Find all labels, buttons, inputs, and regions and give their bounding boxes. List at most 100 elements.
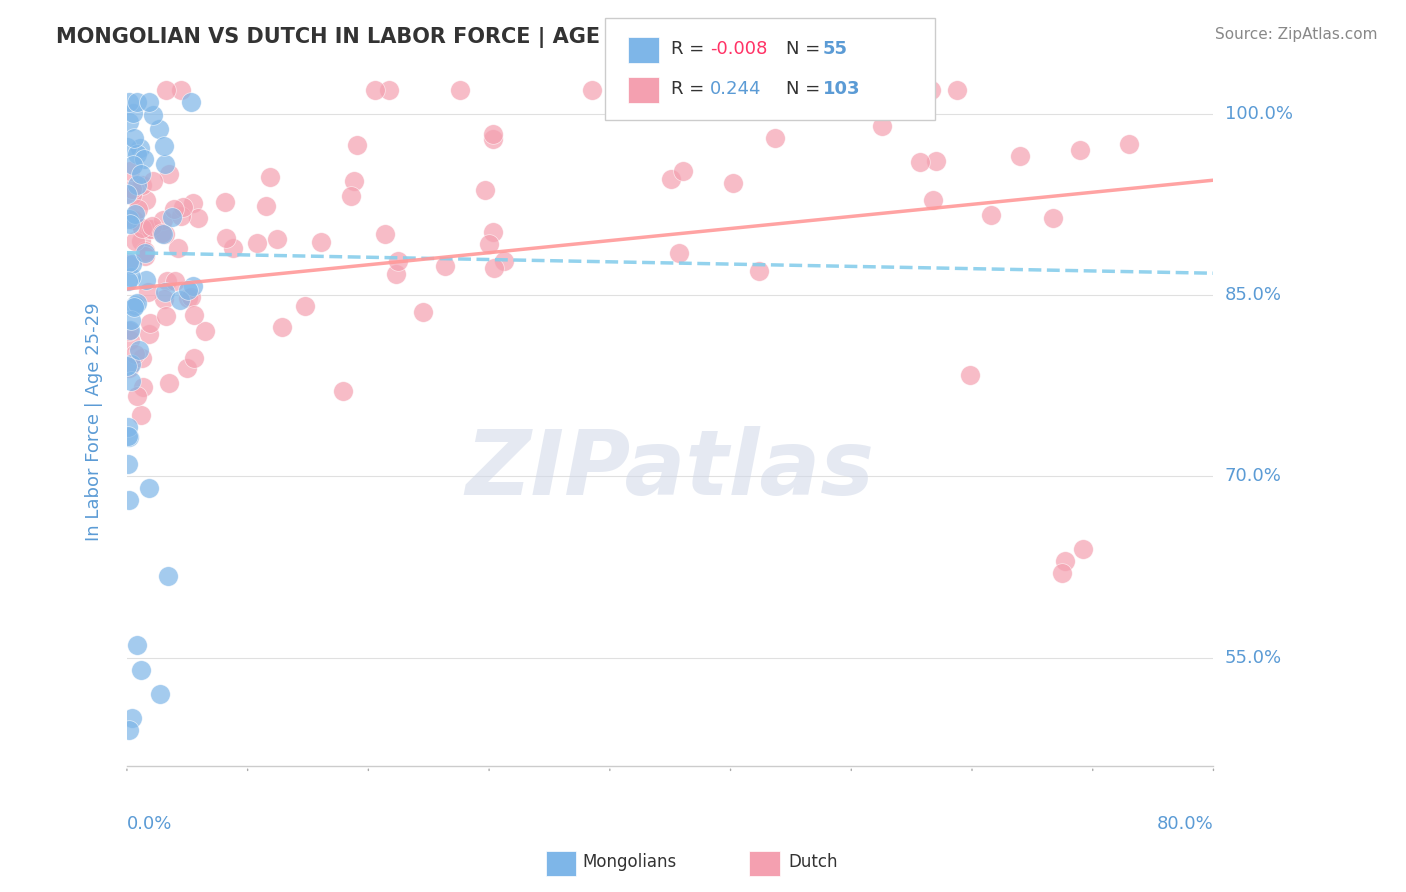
Point: [343, 174, 366, 188]
Point: [125, 95, 148, 109]
Point: [294, 299, 316, 313]
Point: [127, 389, 149, 403]
Point: [309, 235, 332, 249]
Point: [138, 481, 160, 495]
Point: [920, 82, 942, 96]
Point: [187, 211, 209, 225]
Point: [134, 249, 156, 263]
Point: [980, 208, 1002, 222]
Point: [128, 343, 150, 358]
Point: [374, 227, 396, 241]
Point: [387, 253, 409, 268]
Point: [124, 298, 146, 312]
Point: [124, 207, 146, 221]
Point: [117, 429, 139, 443]
Point: [135, 273, 157, 287]
Y-axis label: In Labor Force | Age 25-29: In Labor Force | Age 25-29: [86, 302, 103, 541]
Point: [131, 351, 153, 365]
Point: [122, 158, 145, 172]
Point: [346, 137, 368, 152]
Text: N =: N =: [786, 40, 825, 58]
Point: [449, 82, 471, 96]
Point: [1118, 136, 1140, 151]
Point: [153, 227, 176, 241]
Point: [155, 309, 177, 323]
Point: [266, 232, 288, 246]
Point: [474, 183, 496, 197]
Point: [169, 293, 191, 307]
Point: [122, 105, 145, 120]
Point: [129, 234, 152, 248]
Point: [120, 374, 142, 388]
Point: [1010, 149, 1032, 163]
Point: [170, 82, 193, 96]
Point: [135, 193, 157, 207]
Text: 0.244: 0.244: [710, 80, 762, 98]
Point: [131, 220, 153, 235]
Point: [433, 259, 456, 273]
Point: [117, 257, 139, 271]
Point: [176, 361, 198, 376]
Point: [177, 291, 200, 305]
Point: [271, 320, 294, 334]
Point: [134, 244, 156, 258]
Point: [153, 157, 176, 171]
Point: [183, 351, 205, 365]
Point: [125, 639, 148, 653]
Point: [122, 213, 145, 227]
Point: [124, 300, 146, 314]
Point: [159, 376, 181, 390]
Point: [180, 289, 202, 303]
Point: [181, 279, 204, 293]
Point: [138, 327, 160, 342]
Point: [149, 687, 172, 701]
Text: Mongolians: Mongolians: [582, 853, 676, 871]
Point: [167, 241, 190, 255]
Point: [215, 231, 238, 245]
Point: [155, 82, 177, 96]
Text: 0.0%: 0.0%: [127, 814, 173, 832]
Point: [908, 155, 931, 169]
Point: [152, 213, 174, 227]
Point: [222, 241, 245, 255]
Point: [181, 196, 204, 211]
Text: MONGOLIAN VS DUTCH IN LABOR FORCE | AGE 25-29 CORRELATION CHART: MONGOLIAN VS DUTCH IN LABOR FORCE | AGE …: [56, 27, 931, 48]
Point: [661, 171, 683, 186]
Point: [124, 347, 146, 361]
Point: [157, 569, 180, 583]
Point: [254, 199, 277, 213]
Point: [152, 139, 174, 153]
Point: [1071, 541, 1094, 556]
Point: [120, 312, 142, 326]
Point: [118, 361, 141, 376]
Text: Dutch: Dutch: [789, 853, 838, 871]
Point: [170, 209, 193, 223]
Point: [482, 127, 505, 141]
Point: [668, 246, 690, 260]
Point: [685, 82, 707, 96]
Point: [118, 115, 141, 129]
Point: [152, 227, 174, 241]
Point: [118, 323, 141, 337]
Point: [141, 222, 163, 236]
Point: [153, 292, 176, 306]
Point: [946, 82, 969, 96]
Point: [120, 269, 142, 284]
Point: [127, 147, 149, 161]
Point: [332, 384, 354, 399]
Point: [482, 260, 505, 275]
Point: [136, 285, 159, 299]
Point: [214, 195, 236, 210]
Point: [246, 236, 269, 251]
Point: [125, 296, 148, 310]
Point: [124, 234, 146, 248]
Point: [162, 210, 184, 224]
Point: [481, 225, 503, 239]
Point: [152, 226, 174, 240]
Text: 70.0%: 70.0%: [1225, 467, 1281, 485]
Point: [412, 305, 434, 319]
Point: [118, 333, 141, 347]
Point: [492, 254, 515, 268]
Point: [340, 189, 363, 203]
Point: [165, 274, 187, 288]
